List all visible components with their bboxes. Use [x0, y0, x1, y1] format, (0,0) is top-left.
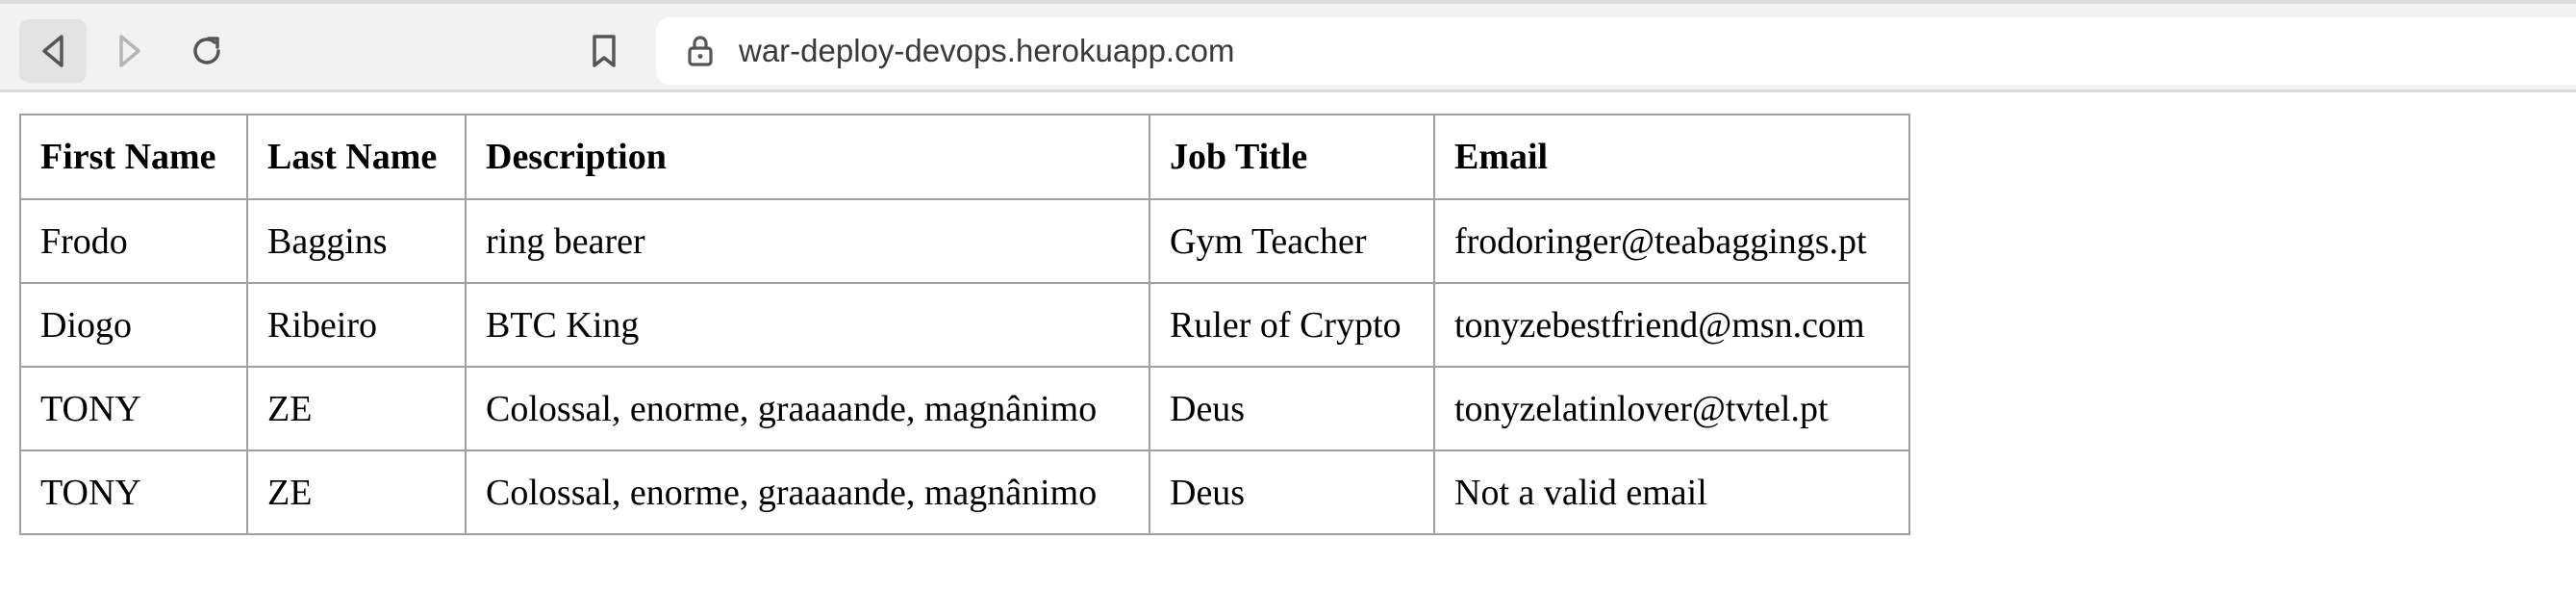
header-last-name: Last Name	[246, 114, 467, 200]
back-arrow-icon	[42, 35, 63, 67]
header-first-name: First Name	[19, 114, 248, 200]
cell-first-name: Frodo	[19, 198, 248, 284]
cell-description: Colossal, enorme, graaaande, magnânimo	[465, 450, 1150, 535]
cell-first-name: TONY	[19, 366, 248, 451]
cell-job-title: Gym Teacher	[1149, 198, 1435, 284]
back-button[interactable]	[19, 19, 87, 83]
employees-table: First Name Last Name Description Job Tit…	[19, 114, 1910, 535]
reload-button[interactable]	[173, 19, 240, 83]
cell-job-title: Deus	[1149, 366, 1435, 451]
table-row: TONY ZE Colossal, enorme, graaaande, mag…	[19, 366, 1910, 451]
cell-job-title: Deus	[1149, 450, 1435, 535]
header-job-title: Job Title	[1149, 114, 1435, 200]
cell-description: Colossal, enorme, graaaande, magnânimo	[465, 366, 1150, 451]
reload-icon	[193, 37, 220, 64]
cell-first-name: Diogo	[19, 282, 248, 368]
cell-email: frodoringer@teabaggings.pt	[1433, 198, 1910, 284]
cell-description: BTC King	[465, 282, 1150, 368]
cell-email: Not a valid email	[1433, 450, 1910, 535]
cell-email: tonyzebestfriend@msn.com	[1433, 282, 1910, 368]
lock-icon	[688, 36, 713, 66]
table-header-row: First Name Last Name Description Job Tit…	[19, 114, 1910, 200]
cell-last-name: ZE	[246, 366, 467, 451]
cell-last-name: ZE	[246, 450, 467, 535]
table-row: TONY ZE Colossal, enorme, graaaande, mag…	[19, 450, 1910, 535]
forward-button[interactable]	[96, 19, 164, 83]
forward-arrow-icon	[119, 35, 140, 67]
header-email: Email	[1433, 114, 1910, 200]
header-description: Description	[465, 114, 1150, 200]
table-row: Frodo Baggins ring bearer Gym Teacher fr…	[19, 198, 1910, 284]
bookmark-icon	[593, 35, 616, 67]
cell-last-name: Baggins	[246, 198, 467, 284]
browser-toolbar: war-deploy-devops.herokuapp.com	[0, 0, 2576, 92]
cell-last-name: Ribeiro	[246, 282, 467, 368]
address-bar[interactable]: war-deploy-devops.herokuapp.com	[656, 17, 2576, 85]
table-row: Diogo Ribeiro BTC King Ruler of Crypto t…	[19, 282, 1910, 368]
url-text[interactable]: war-deploy-devops.herokuapp.com	[739, 33, 1235, 68]
page-content: First Name Last Name Description Job Tit…	[19, 114, 1910, 535]
cell-email: tonyzelatinlover@tvtel.pt	[1433, 366, 1910, 451]
cell-first-name: TONY	[19, 450, 248, 535]
cell-job-title: Ruler of Crypto	[1149, 282, 1435, 368]
cell-description: ring bearer	[465, 198, 1150, 284]
bookmark-button[interactable]	[570, 19, 638, 83]
